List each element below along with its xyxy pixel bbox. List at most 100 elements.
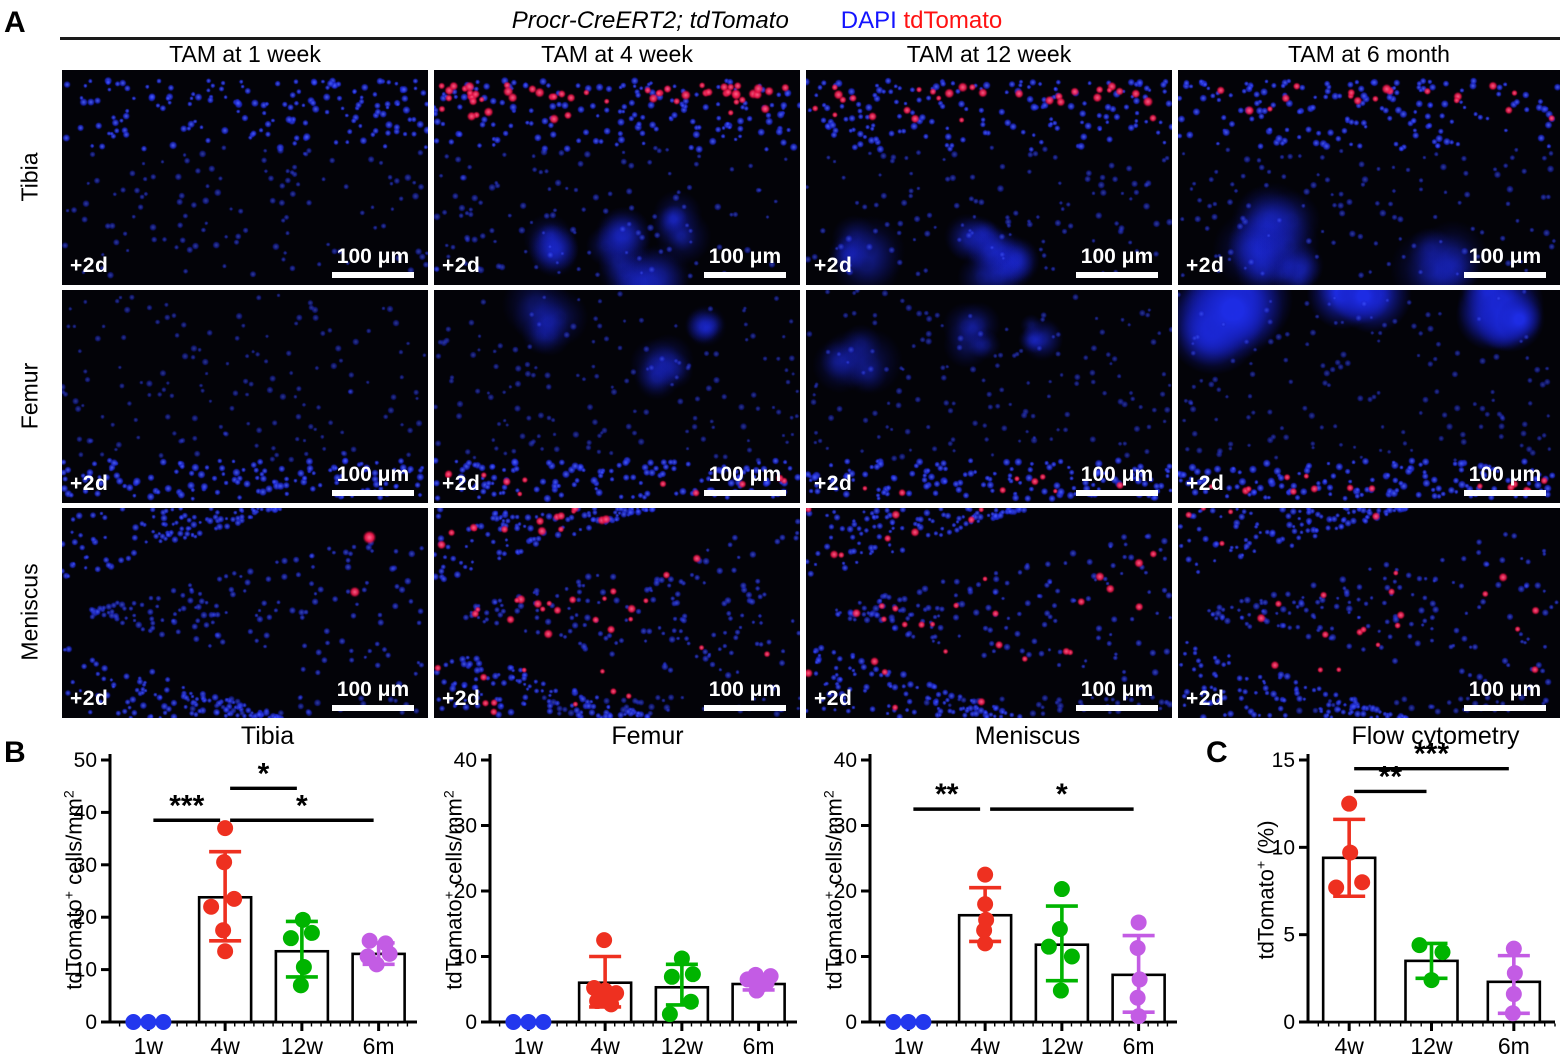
micrograph-image: [1178, 508, 1560, 718]
scale-bar-label: 100 μm: [1468, 463, 1542, 486]
y-tick-label: 5: [1283, 924, 1295, 947]
scale-bar: 100 μm: [704, 463, 786, 496]
data-point: [976, 922, 993, 939]
data-point: [596, 932, 613, 949]
y-tick-label: 10: [1272, 836, 1295, 859]
micrograph-femur-1: +2d 100 μm: [62, 290, 428, 503]
figure-header: Procr-CreERT2; tdTomato DAPI tdTomato: [62, 6, 1452, 36]
y-tick-label: 0: [85, 1011, 97, 1034]
micrograph-femur-2: +2d 100 μm: [434, 290, 800, 503]
chart-title-femur: Femur: [611, 722, 684, 750]
x-tick-label: 6m: [1123, 1033, 1155, 1059]
scale-bar: 100 μm: [332, 463, 414, 496]
stain-legend: DAPI tdTomato: [841, 7, 1002, 35]
scale-bar: 100 μm: [1076, 678, 1158, 711]
y-tick-label: 30: [74, 854, 97, 877]
data-point: [303, 924, 320, 941]
data-point: [900, 1014, 917, 1030]
x-tick-label: 1w: [514, 1033, 544, 1059]
scale-bar-line: [1076, 490, 1158, 496]
data-point: [589, 993, 606, 1010]
chart-title-flow: Flow cytometry: [1351, 722, 1520, 750]
y-tick-label: 10: [74, 959, 97, 982]
timepoint-label: +2d: [442, 254, 481, 277]
scale-bar: 100 μm: [704, 678, 786, 711]
timepoint-label: +2d: [814, 687, 853, 710]
data-point: [1434, 944, 1451, 961]
data-point: [381, 945, 398, 962]
data-point: [1423, 972, 1440, 989]
data-point: [661, 1006, 678, 1023]
data-point: [1063, 948, 1080, 965]
data-point: [1504, 1005, 1521, 1022]
genotype-title: Procr-CreERT2; tdTomato: [511, 7, 789, 34]
micrograph-tibia-2: +2d 100 μm: [434, 70, 800, 285]
chart-title-tibia: Tibia: [240, 722, 295, 750]
header-rule: [60, 37, 1560, 40]
data-point: [1129, 939, 1146, 956]
micrograph-image: [434, 508, 800, 718]
y-tick-label: 40: [74, 801, 97, 824]
chart-title-meniscus: Meniscus: [974, 722, 1081, 750]
row-label-meniscus: Meniscus: [16, 563, 43, 661]
data-point: [361, 932, 378, 949]
data-point: [282, 930, 299, 947]
data-point: [684, 966, 701, 983]
data-point: [673, 950, 690, 967]
micrograph-femur-4: +2d 100 μm: [1178, 290, 1560, 503]
y-tick-label: 20: [454, 880, 477, 903]
scale-bar: 100 μm: [332, 245, 414, 278]
scale-bar-label: 100 μm: [336, 245, 410, 268]
data-point: [1130, 914, 1147, 931]
panel-b-label: B: [4, 736, 26, 769]
scale-bar-label: 100 μm: [336, 463, 410, 486]
data-point: [1506, 965, 1523, 982]
data-point: [292, 977, 309, 994]
row-label-femur: Femur: [16, 362, 43, 430]
micrograph-image: [62, 290, 428, 503]
scale-bar-label: 100 μm: [1468, 678, 1542, 701]
scale-bar: 100 μm: [332, 678, 414, 711]
data-point: [885, 1014, 902, 1030]
significance-label: ***: [169, 789, 204, 822]
micrograph-tibia-3: +2d 100 μm: [806, 70, 1172, 285]
x-tick-label: 4w: [590, 1033, 620, 1059]
y-tick-label: 30: [834, 815, 857, 838]
y-tick-label: 20: [834, 880, 857, 903]
y-tick-label: 20: [74, 906, 97, 929]
x-tick-label: 6m: [363, 1033, 395, 1059]
scale-bar-label: 100 μm: [1468, 245, 1542, 268]
scale-bar-line: [704, 705, 786, 711]
scale-bar-line: [1076, 272, 1158, 278]
scale-bar-label: 100 μm: [708, 245, 782, 268]
significance-label: *: [1056, 778, 1068, 811]
column-header-12w: TAM at 12 week: [906, 41, 1072, 67]
panel-c-label: C: [1206, 736, 1228, 769]
y-tick-label: 15: [1272, 749, 1295, 772]
scale-bar: 100 μm: [704, 245, 786, 278]
data-point: [217, 943, 234, 960]
data-point: [1505, 986, 1522, 1003]
data-point: [155, 1014, 172, 1030]
timepoint-label: +2d: [70, 472, 109, 495]
x-tick-label: 12w: [281, 1033, 324, 1059]
micrograph-image: [1178, 290, 1560, 503]
x-tick-label: 12w: [1041, 1033, 1084, 1059]
column-header-1w: TAM at 1 week: [169, 41, 321, 67]
data-point: [215, 922, 232, 939]
scale-bar-line: [1076, 705, 1158, 711]
data-point: [977, 866, 994, 883]
micrograph-image: [806, 508, 1172, 718]
significance-label: *: [296, 789, 308, 822]
data-point: [1130, 1008, 1147, 1025]
data-point: [603, 996, 620, 1013]
x-tick-label: 4w: [210, 1033, 240, 1059]
timepoint-label: +2d: [1186, 254, 1225, 277]
micrograph-meniscus-1: +2d 100 μm: [62, 508, 428, 718]
data-point: [1505, 940, 1522, 957]
timepoint-label: +2d: [1186, 687, 1225, 710]
y-tick-label: 10: [454, 946, 477, 969]
scale-bar: 100 μm: [1464, 463, 1546, 496]
